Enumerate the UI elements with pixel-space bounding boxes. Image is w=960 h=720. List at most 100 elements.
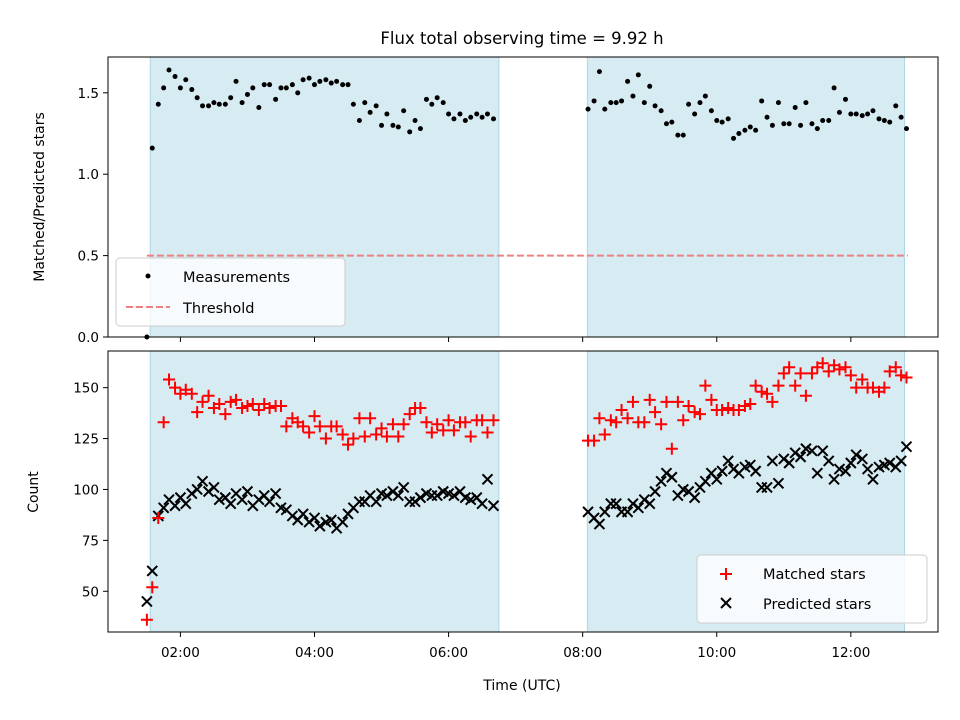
matched-stars-point xyxy=(230,393,243,406)
measurement-point xyxy=(585,106,591,112)
matched-stars-point xyxy=(738,399,751,412)
predicted-stars-point xyxy=(621,506,634,518)
measurement-point xyxy=(596,69,602,75)
predicted-stars-point xyxy=(699,475,712,488)
y-tick-label: 1.5 xyxy=(78,86,99,102)
measurement-point xyxy=(876,116,882,122)
matched-stars-point xyxy=(414,402,427,415)
matched-stars-point xyxy=(722,402,735,415)
bottom-y-axis-label: Count xyxy=(26,471,42,513)
predicted-stars-point xyxy=(476,498,488,510)
predicted-stars-point xyxy=(749,465,762,477)
predicted-stars-point xyxy=(610,498,622,510)
matched-stars-point xyxy=(459,416,472,429)
chart-title: Flux total observing time = 9.92 h xyxy=(380,29,663,48)
matched-stars-point xyxy=(850,381,863,394)
top-plot-frame xyxy=(107,56,939,338)
top-legend-box xyxy=(115,257,346,327)
measurement-point xyxy=(233,78,239,84)
top-panel: 0.0 0.5 1.0 1.5 Matched/Predicted stars Mea… xyxy=(32,56,939,346)
measurement-point xyxy=(809,121,815,127)
x-tick-label: 06:00 xyxy=(429,645,468,661)
predicted-stars-point xyxy=(655,475,667,488)
y-tick-label: 0.5 xyxy=(78,249,99,265)
measurement-point xyxy=(669,119,675,125)
predicted-stars-point xyxy=(448,489,460,502)
legend-matched-label: Matched stars xyxy=(763,567,866,583)
measurement-point xyxy=(775,100,781,106)
matched-stars-point xyxy=(191,406,204,419)
top-legend: Measurements Threshold xyxy=(115,257,346,327)
predicted-stars-point xyxy=(845,457,857,469)
y-tick-label: 1.0 xyxy=(78,167,99,183)
predicted-stars-point xyxy=(236,493,248,506)
predicted-stars-point xyxy=(867,473,879,485)
matched-stars-point xyxy=(621,412,634,425)
predicted-stars-point xyxy=(141,595,153,608)
matched-stars-point xyxy=(386,418,399,431)
measurement-point xyxy=(194,95,200,101)
measurement-point xyxy=(306,75,312,81)
measurement-point xyxy=(250,85,256,91)
measurement-point xyxy=(635,72,641,78)
measurement-point xyxy=(692,111,698,117)
matched-stars-point xyxy=(744,397,757,410)
legend-threshold-label: Threshold xyxy=(182,301,254,317)
matched-stars-point xyxy=(370,428,383,441)
measurement-point xyxy=(429,101,435,107)
matched-stars-point xyxy=(420,416,433,429)
measurement-point xyxy=(273,96,279,102)
bottom-y-ticks: 50 75 100 125 150 xyxy=(73,381,108,600)
measurement-point xyxy=(261,82,267,88)
predicted-stars-point xyxy=(649,485,661,498)
matched-stars-point xyxy=(660,395,673,408)
predicted-stars-point xyxy=(370,495,382,508)
matched-stars-point xyxy=(336,428,349,441)
matched-stars-point xyxy=(889,361,902,374)
measurement-point xyxy=(474,111,480,117)
matched-stars-point xyxy=(643,393,656,406)
measurement-point xyxy=(200,103,206,109)
measurement-point xyxy=(619,98,625,104)
predicted-stars-point xyxy=(806,445,818,457)
matched-stars-point xyxy=(431,418,444,431)
count-points xyxy=(140,357,913,626)
matched-stars-point xyxy=(749,379,762,392)
matched-stars-point xyxy=(761,387,774,400)
matched-stars-point xyxy=(766,395,779,408)
matched-stars-point xyxy=(671,395,684,408)
matched-stars-point xyxy=(442,414,455,427)
measurement-point xyxy=(390,122,396,128)
matched-stars-point xyxy=(481,426,494,439)
matched-stars-point xyxy=(844,369,857,382)
predicted-stars-point xyxy=(761,481,773,494)
measurement-point xyxy=(468,114,474,120)
y-tick-label: 125 xyxy=(73,432,99,448)
predicted-stars-point xyxy=(180,498,192,510)
measurement-point xyxy=(328,80,334,86)
matched-stars-point xyxy=(699,379,712,392)
matched-stars-point xyxy=(839,361,852,374)
measurement-point xyxy=(206,103,212,109)
matched-stars-point xyxy=(649,406,662,419)
measurement-point xyxy=(446,111,452,117)
measurement-point xyxy=(239,100,245,106)
matched-stars-point xyxy=(213,397,226,410)
x-tick-label: 10:00 xyxy=(697,645,736,661)
measurement-point xyxy=(848,111,854,117)
measurement-point xyxy=(267,82,273,88)
matched-stars-point xyxy=(716,404,729,417)
predicted-stars-point xyxy=(900,440,913,453)
predicted-stars-point xyxy=(241,485,254,498)
matched-stars-point xyxy=(358,430,371,443)
measurement-point xyxy=(769,122,775,128)
measurement-point xyxy=(211,100,217,106)
measurement-point xyxy=(362,100,368,106)
predicted-stars-point xyxy=(850,449,862,461)
matched-stars-point xyxy=(866,381,879,394)
matched-stars-point xyxy=(732,404,745,417)
y-tick-label: 0.0 xyxy=(78,330,99,346)
measurement-point xyxy=(708,108,714,114)
matched-stars-point xyxy=(693,408,706,421)
matched-stars-point xyxy=(140,613,153,626)
